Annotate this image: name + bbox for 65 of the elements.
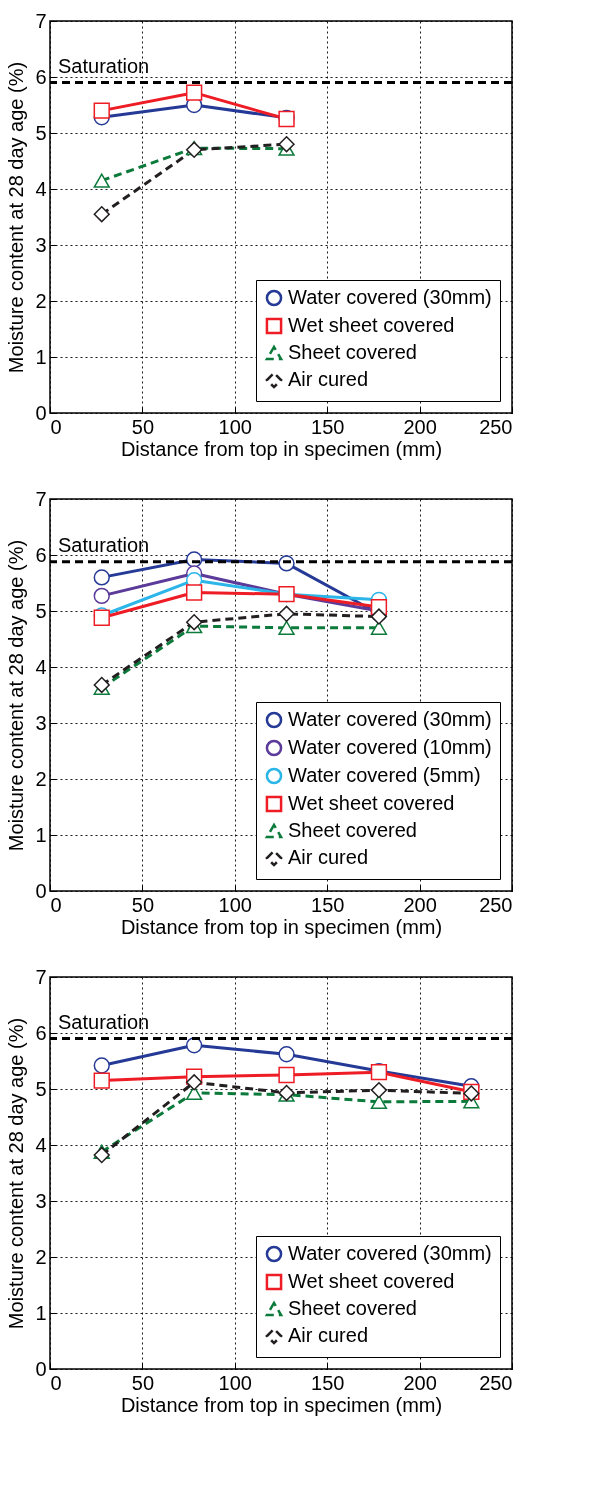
x-tick-label: 50 xyxy=(131,1371,155,1394)
x-tick-label: 150 xyxy=(311,893,345,916)
x-tick-label: 100 xyxy=(218,1371,252,1394)
x-tick-label: 250 xyxy=(479,415,513,438)
x-tick-label: 200 xyxy=(403,415,437,438)
legend-label: Water covered (30mm) xyxy=(288,286,492,308)
y-tick-label: 0 xyxy=(35,879,47,902)
y-axis-title: Moisture content at 28 day age (%) xyxy=(5,61,28,374)
y-tick-label: 2 xyxy=(35,767,47,790)
y-tick-label: 1 xyxy=(35,823,47,846)
legend-label: Air cured xyxy=(288,1324,369,1346)
legend-label: Wet sheet covered xyxy=(288,314,455,336)
x-tick-label: 250 xyxy=(479,1371,513,1394)
x-tick-label: 50 xyxy=(131,415,155,438)
y-tick-label: 5 xyxy=(35,599,47,622)
legend-label: Air cured xyxy=(288,846,369,868)
legend-label: Sheet covered xyxy=(288,341,417,363)
legend-label: Sheet covered xyxy=(288,1297,417,1319)
x-tick-label: 0 xyxy=(50,1371,62,1394)
x-tick-label: 200 xyxy=(403,893,437,916)
x-tick-label: 50 xyxy=(131,893,155,916)
y-tick-label: 5 xyxy=(35,1077,47,1100)
y-tick-label: 7 xyxy=(35,487,47,510)
x-tick-label: 100 xyxy=(218,415,252,438)
ref-line-label: Saturation xyxy=(58,533,150,556)
legend-label: Wet sheet covered xyxy=(288,1270,455,1292)
x-tick-label: 250 xyxy=(479,893,513,916)
y-tick-label: 0 xyxy=(35,401,47,424)
y-tick-label: 4 xyxy=(35,655,47,678)
y-axis-title: Moisture content at 28 day age (%) xyxy=(5,1017,28,1330)
y-tick-label: 7 xyxy=(35,9,47,32)
y-tick-label: 1 xyxy=(35,345,47,368)
y-tick-label: 6 xyxy=(35,65,47,88)
y-tick-label: 1 xyxy=(35,1301,47,1324)
y-tick-label: 3 xyxy=(35,233,47,256)
legend-label: Air cured xyxy=(288,368,369,390)
x-tick-label: 100 xyxy=(218,893,252,916)
y-tick-label: 7 xyxy=(35,965,47,988)
x-tick-label: 0 xyxy=(50,893,62,916)
y-tick-label: 3 xyxy=(35,711,47,734)
x-axis-title: Distance from top in specimen (mm) xyxy=(120,437,443,460)
y-tick-label: 5 xyxy=(35,121,47,144)
legend-label: Wet sheet covered xyxy=(288,792,455,814)
legend-label: Water covered (30mm) xyxy=(288,708,492,730)
y-tick-label: 3 xyxy=(35,1189,47,1212)
legend-label: Water covered (5mm) xyxy=(288,764,481,786)
x-tick-label: 0 xyxy=(50,415,62,438)
y-tick-label: 0 xyxy=(35,1357,47,1380)
y-tick-label: 4 xyxy=(35,177,47,200)
y-tick-label: 2 xyxy=(35,1245,47,1268)
y-tick-label: 4 xyxy=(35,1133,47,1156)
y-axis-title: Moisture content at 28 day age (%) xyxy=(5,539,28,852)
y-tick-label: 6 xyxy=(35,1021,47,1044)
legend-label: Sheet covered xyxy=(288,819,417,841)
x-axis-title: Distance from top in specimen (mm) xyxy=(120,915,443,938)
x-tick-label: 200 xyxy=(403,1371,437,1394)
x-axis-title: Distance from top in specimen (mm) xyxy=(120,1393,443,1416)
legend-label: Water covered (10mm) xyxy=(288,736,492,758)
legend-label: Water covered (30mm) xyxy=(288,1242,492,1264)
ref-line-label: Saturation xyxy=(58,54,150,77)
ref-line-label: Saturation xyxy=(58,1010,150,1033)
x-tick-label: 150 xyxy=(311,415,345,438)
y-tick-label: 6 xyxy=(35,543,47,566)
y-tick-label: 2 xyxy=(35,289,47,312)
x-tick-label: 150 xyxy=(311,1371,345,1394)
